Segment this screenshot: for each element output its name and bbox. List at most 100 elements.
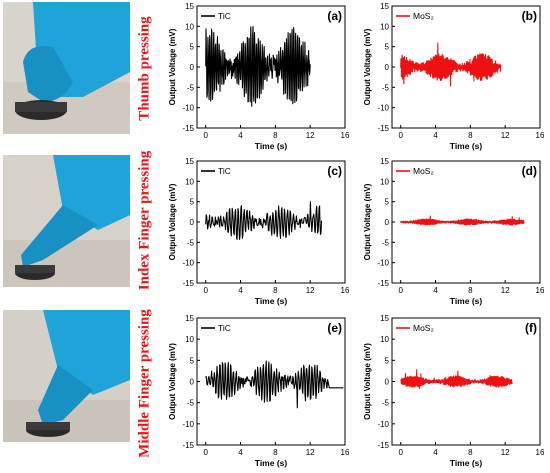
x-tick-label: 8 [468, 448, 473, 457]
y-tick-label: 5 [190, 198, 195, 207]
y-tick-label: 15 [380, 157, 389, 166]
x-tick-label: 8 [468, 286, 473, 295]
row-label-index: Index Finger pressing [136, 150, 153, 291]
y-tick-label: 5 [385, 198, 390, 207]
x-tick-label: 0 [203, 448, 208, 457]
x-tick-label: 0 [398, 448, 403, 457]
middle-finger-press-photo [3, 310, 130, 442]
y-tick-label: 15 [185, 2, 194, 11]
x-tick-label: 0 [398, 286, 403, 295]
y-tick-label: 15 [185, 157, 194, 166]
x-tick-label: 16 [341, 448, 350, 457]
chart-panel-f: -15 -10 -5 0 5 10 15 0 4 8 12 16 Time (s) Output Volt… [363, 314, 545, 468]
y-tick-label: -10 [377, 420, 389, 429]
y-tick-label: 5 [385, 43, 390, 52]
panel-label: (d) [522, 164, 537, 178]
x-axis-label: Time (s) [450, 296, 483, 306]
legend-label: MoS₂ [413, 323, 434, 333]
y-tick-label: -15 [182, 279, 194, 288]
y-tick-label: -5 [382, 399, 390, 408]
x-tick-label: 4 [238, 131, 243, 140]
y-tick-label: 0 [190, 63, 195, 72]
y-tick-label: -15 [377, 124, 389, 133]
y-tick-label: 5 [385, 356, 390, 365]
y-tick-label: 0 [385, 218, 390, 227]
y-tick-label: 10 [185, 177, 194, 186]
y-axis-label: Output Voltage (mV) [168, 28, 177, 105]
index-finger-press-photo [3, 155, 130, 287]
x-tick-label: 4 [433, 448, 438, 457]
x-tick-label: 16 [536, 131, 545, 140]
panel-label: (b) [522, 9, 537, 23]
y-tick-label: -5 [382, 238, 390, 247]
y-tick-label: -15 [182, 441, 194, 450]
x-axis-label: Time (s) [255, 458, 288, 468]
y-tick-label: 0 [190, 378, 195, 387]
y-tick-label: -15 [377, 441, 389, 450]
panel-label: (e) [327, 321, 342, 335]
x-tick-label: 12 [306, 131, 315, 140]
x-tick-label: 16 [341, 131, 350, 140]
panel-label: (c) [327, 164, 342, 178]
x-tick-label: 16 [341, 286, 350, 295]
y-tick-label: 0 [385, 63, 390, 72]
legend-label: TiC [218, 11, 231, 21]
legend-label: TiC [218, 323, 231, 333]
y-tick-label: 0 [385, 378, 390, 387]
panel-label: (f) [525, 321, 537, 335]
chart-panel-c: -15 -10 -5 0 5 10 15 0 4 8 12 16 Time (s) Output Volt… [168, 157, 350, 306]
x-tick-label: 4 [433, 131, 438, 140]
x-tick-label: 12 [306, 286, 315, 295]
y-axis-label: Output Voltage (mV) [168, 343, 177, 420]
series-line [205, 201, 323, 240]
y-axis-label: Output Voltage (mV) [363, 28, 372, 105]
y-tick-label: -10 [182, 420, 194, 429]
y-tick-label: 15 [185, 314, 194, 323]
legend-label: MoS₂ [413, 166, 434, 176]
row-label-middle: Middle Finger pressing [136, 309, 153, 458]
chart-panel-a: -15 -10 -5 0 5 10 15 0 4 8 12 16 Time (s) Output Volt… [168, 2, 350, 151]
x-tick-label: 4 [238, 448, 243, 457]
x-tick-label: 0 [398, 131, 403, 140]
y-tick-label: -10 [377, 104, 389, 113]
x-axis-label: Time (s) [255, 141, 288, 151]
x-tick-label: 0 [203, 286, 208, 295]
x-tick-label: 16 [536, 286, 545, 295]
y-tick-label: -5 [187, 399, 195, 408]
x-tick-label: 12 [306, 448, 315, 457]
y-tick-label: -5 [382, 83, 390, 92]
x-axis-label: Time (s) [450, 141, 483, 151]
y-tick-label: 10 [185, 335, 194, 344]
y-tick-label: -15 [182, 124, 194, 133]
y-tick-label: 5 [190, 356, 195, 365]
x-axis-label: Time (s) [255, 296, 288, 306]
y-tick-label: 10 [380, 177, 389, 186]
x-tick-label: 4 [238, 286, 243, 295]
y-tick-label: 15 [380, 314, 389, 323]
y-tick-label: 10 [380, 22, 389, 31]
y-tick-label: 15 [380, 2, 389, 11]
x-tick-label: 16 [536, 448, 545, 457]
x-tick-label: 12 [501, 131, 510, 140]
series-line [400, 215, 525, 226]
y-axis-label: Output Voltage (mV) [363, 183, 372, 260]
y-tick-label: -5 [187, 83, 195, 92]
y-tick-label: 5 [190, 43, 195, 52]
y-tick-label: 0 [190, 218, 195, 227]
y-tick-label: 10 [185, 22, 194, 31]
y-tick-label: -10 [182, 259, 194, 268]
row-label-thumb: Thumb pressing [136, 16, 153, 121]
y-axis-label: Output Voltage (mV) [168, 183, 177, 260]
x-tick-label: 8 [273, 131, 278, 140]
panel-label: (a) [327, 9, 342, 23]
series-line [400, 42, 502, 87]
chart-panel-b: -15 -10 -5 0 5 10 15 0 4 8 12 16 Time (s) Output Volt… [363, 2, 545, 151]
y-tick-label: -10 [377, 259, 389, 268]
y-tick-label: -15 [377, 279, 389, 288]
chart-panel-d: -15 -10 -5 0 5 10 15 0 4 8 12 16 Time (s) Output Volt… [363, 157, 545, 306]
x-axis-label: Time (s) [450, 458, 483, 468]
series-line [205, 360, 344, 409]
x-tick-label: 12 [501, 286, 510, 295]
thumb-press-photo [3, 2, 130, 134]
y-tick-label: 10 [380, 335, 389, 344]
